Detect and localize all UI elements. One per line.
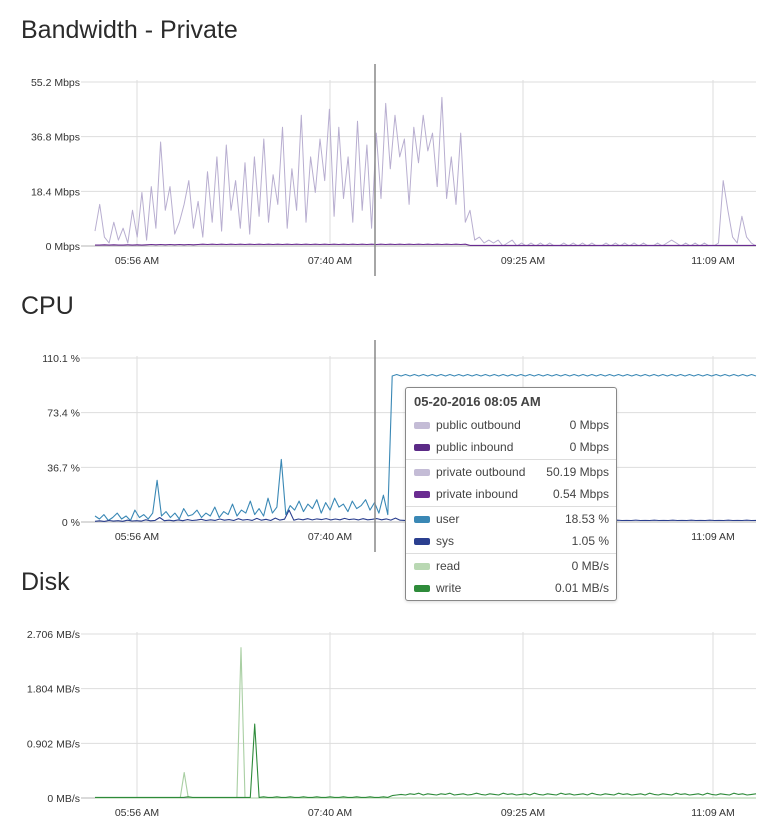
tooltip-series-value: 18.53 % bbox=[564, 512, 609, 526]
series-line-private-outbound bbox=[94, 96, 757, 247]
y-tick-label: 0.902 MB/s bbox=[27, 738, 80, 750]
tooltip-series-label: read bbox=[436, 559, 461, 573]
x-tick-label: 07:40 AM bbox=[308, 807, 352, 819]
tooltip-series-value: 0 Mbps bbox=[569, 418, 609, 432]
y-tick-label: 2.706 MB/s bbox=[27, 629, 80, 641]
series-line-private-inbound bbox=[95, 243, 756, 246]
legend-swatch bbox=[414, 562, 430, 570]
x-tick-label: 05:56 AM bbox=[115, 255, 159, 267]
y-tick-label: 73.4 % bbox=[47, 408, 80, 420]
tooltip-series-label: write bbox=[436, 581, 462, 595]
x-tick-label: 11:09 AM bbox=[691, 807, 735, 819]
tooltip-series-value: 1.05 % bbox=[571, 534, 609, 548]
tooltip-row: private outbound 50.19 Mbps bbox=[406, 461, 616, 483]
legend-swatch bbox=[414, 443, 430, 451]
cpu-chart[interactable]: 0 % 36.7 % 73.4 % 110.1 % 05:56 AM 07:40 AM 11… bbox=[0, 336, 778, 554]
tooltip-series-label: sys bbox=[436, 534, 454, 548]
tooltip-group: private outbound 50.19 Mbps private inboun… bbox=[406, 459, 616, 506]
tooltip-row: write 0.01 MB/s bbox=[406, 577, 616, 599]
series-line-read bbox=[95, 647, 756, 799]
x-tick-label: 11:09 AM bbox=[691, 255, 735, 267]
bandwidth-title: Bandwidth - Private bbox=[21, 16, 238, 44]
legend-swatch bbox=[414, 490, 430, 498]
cpu-title: CPU bbox=[21, 292, 74, 320]
legend-swatch bbox=[414, 537, 430, 545]
y-tick-label: 18.4 Mbps bbox=[31, 186, 80, 198]
tooltip-series-value: 0 MB/s bbox=[571, 559, 609, 573]
y-tick-label: 1.804 MB/s bbox=[27, 684, 80, 696]
y-tick-label: 55.2 Mbps bbox=[31, 77, 80, 89]
bandwidth-chart[interactable]: 0 Mbps 18.4 Mbps 36.8 Mbps 55.2 Mbps 05:56 A… bbox=[0, 60, 778, 278]
tooltip-row: sys 1.05 % bbox=[406, 530, 616, 552]
legend-swatch bbox=[414, 421, 430, 429]
series-line-write bbox=[95, 723, 757, 798]
disk-chart[interactable]: 0 MB/s 0.902 MB/s 1.804 MB/s 2.706 MB/s 05:5… bbox=[0, 612, 778, 830]
hover-tooltip: 05-20-2016 08:05 AM public outbound 0 Mbp… bbox=[405, 387, 617, 601]
legend-swatch bbox=[414, 515, 430, 523]
y-tick-label: 36.7 % bbox=[47, 462, 80, 474]
tooltip-group: read 0 MB/s write 0.01 MB/s bbox=[406, 553, 616, 600]
tooltip-group: user 18.53 % sys 1.05 % bbox=[406, 506, 616, 553]
tooltip-series-value: 50.19 Mbps bbox=[546, 465, 609, 479]
x-tick-label: 11:09 AM bbox=[691, 531, 735, 543]
y-tick-label: 36.8 Mbps bbox=[31, 132, 80, 144]
tooltip-series-label: private inbound bbox=[436, 487, 519, 501]
y-tick-label: 0 % bbox=[62, 517, 80, 529]
tooltip-series-value: 0.01 MB/s bbox=[554, 581, 609, 595]
tooltip-row: public outbound 0 Mbps bbox=[406, 414, 616, 436]
x-tick-label: 09:25 AM bbox=[501, 807, 545, 819]
tooltip-series-label: public inbound bbox=[436, 440, 514, 454]
y-tick-label: 0 Mbps bbox=[46, 241, 80, 253]
disk-title: Disk bbox=[21, 568, 70, 596]
x-tick-label: 05:56 AM bbox=[115, 807, 159, 819]
x-tick-label: 09:25 AM bbox=[501, 255, 545, 267]
tooltip-group: public outbound 0 Mbps public inbound 0 Mbp… bbox=[406, 413, 616, 459]
tooltip-series-label: private outbound bbox=[436, 465, 526, 479]
tooltip-row: public inbound 0 Mbps bbox=[406, 436, 616, 458]
tooltip-row: read 0 MB/s bbox=[406, 555, 616, 577]
x-tick-label: 05:56 AM bbox=[115, 531, 159, 543]
x-tick-label: 07:40 AM bbox=[308, 531, 352, 543]
y-tick-label: 110.1 % bbox=[42, 353, 80, 365]
y-tick-label: 0 MB/s bbox=[47, 793, 80, 805]
tooltip-timestamp: 05-20-2016 08:05 AM bbox=[414, 394, 541, 409]
tooltip-row: user 18.53 % bbox=[406, 508, 616, 530]
tooltip-series-value: 0.54 Mbps bbox=[552, 487, 609, 501]
tooltip-row: private inbound 0.54 Mbps bbox=[406, 483, 616, 505]
x-tick-label: 07:40 AM bbox=[308, 255, 352, 267]
tooltip-series-value: 0 Mbps bbox=[569, 440, 609, 454]
series-line-user bbox=[94, 373, 757, 522]
tooltip-body: public outbound 0 Mbps public inbound 0 Mbp… bbox=[406, 413, 616, 600]
legend-swatch bbox=[414, 584, 430, 592]
legend-swatch bbox=[414, 468, 430, 476]
tooltip-series-label: public outbound bbox=[436, 418, 521, 432]
tooltip-series-label: user bbox=[436, 512, 460, 526]
